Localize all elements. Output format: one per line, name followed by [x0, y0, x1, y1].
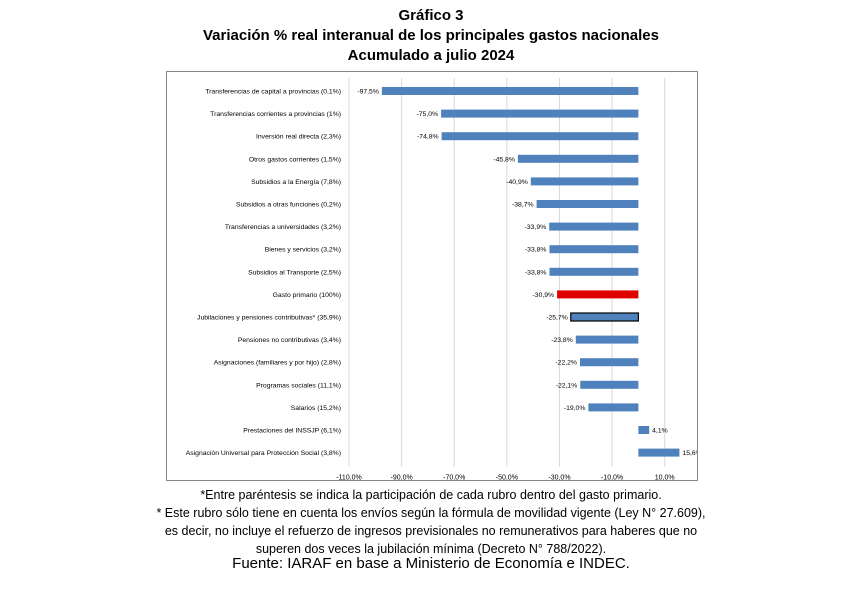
data-label: -40,9%: [506, 179, 528, 186]
data-label: -33,8%: [525, 269, 547, 276]
data-label: -30,9%: [533, 292, 555, 299]
bar: [530, 177, 639, 186]
bar-chart: -110,0% -90,0% -70,0% -50,0% -30,0% -10,0% 10,…: [186, 78, 697, 480]
bar: [570, 312, 639, 322]
category-label: Subsidios al Transporte (2,5%): [248, 269, 341, 276]
bar: [441, 132, 639, 141]
chart-subtitle: Acumulado a julio 2024: [347, 47, 515, 64]
bar: [579, 358, 639, 367]
x-tick-label: 10,0%: [655, 475, 675, 480]
bar: [638, 448, 680, 457]
footnote-participation: *Entre paréntesis se indica la participa…: [200, 488, 662, 502]
x-tick-label: -110,0%: [336, 475, 362, 480]
data-label: -22,1%: [556, 382, 578, 389]
category-label: Subsidios a la Energía (7,8%): [251, 179, 341, 186]
data-label: 4,1%: [652, 428, 668, 435]
bar: [549, 245, 639, 254]
category-label: Asignaciones (familiares y por hijo) (2,…: [214, 360, 341, 367]
chart-label: Gráfico 3: [398, 7, 464, 24]
x-tick-label: -30,0%: [548, 475, 570, 480]
data-label: -33,8%: [525, 247, 547, 254]
footnote-movilidad: * Este rubro sólo tiene en cuenta los en…: [156, 506, 706, 556]
data-label: -45,8%: [493, 156, 515, 163]
bar: [536, 200, 639, 208]
data-label: -75,0%: [417, 111, 439, 118]
chart-area: -110,0% -90,0% -70,0% -50,0% -30,0% -10,0% 10,…: [166, 71, 698, 481]
category-label: Transferencias corrientes a provincias (…: [210, 111, 341, 118]
x-tick-label: -50,0%: [496, 475, 518, 480]
bar: [381, 87, 639, 95]
category-label: Subsidios a otras funciones (0,2%): [236, 202, 341, 209]
source-note: Fuente: IARAF en base a Ministerio de Ec…: [232, 555, 630, 572]
category-label: Prestaciones del INSSJP (6,1%): [243, 428, 341, 435]
data-label: -22,2%: [555, 360, 577, 367]
bar: [549, 222, 639, 231]
category-label: Inversión real directa (2,3%): [256, 134, 341, 141]
data-label: -33,9%: [525, 224, 547, 231]
bar: [580, 380, 639, 389]
chart-title: Variación % real interanual de los princ…: [202, 27, 659, 44]
bar: [441, 109, 639, 118]
bar: [549, 267, 639, 276]
data-label: -97,5%: [357, 89, 379, 96]
x-tick-label: -70,0%: [443, 475, 465, 480]
data-label: -38,7%: [512, 202, 534, 209]
category-label: Salarios (15,2%): [291, 405, 341, 412]
bar: [557, 290, 639, 299]
x-tick-label: -90,0%: [391, 475, 413, 480]
category-label: Transferencias a universidades (3,2%): [225, 224, 341, 231]
chart-header: Gráfico 3 Variación % real interanual de…: [0, 6, 862, 66]
bar: [575, 335, 639, 344]
data-label: -19,0%: [564, 405, 586, 412]
bar: [517, 154, 639, 163]
category-label: Otros gastos corrientes (1,5%): [249, 156, 341, 163]
data-label: 15,6%: [682, 450, 697, 457]
x-tick-label: -10,0%: [601, 475, 623, 480]
footnotes: *Entre paréntesis se indica la participa…: [0, 486, 862, 558]
bar: [638, 426, 650, 434]
bar: [588, 403, 639, 412]
data-label: -74,8%: [417, 134, 439, 141]
data-label: -23,8%: [551, 337, 573, 344]
data-label: -25,7%: [546, 315, 568, 322]
category-label: Gasto primario (100%): [273, 292, 341, 299]
category-label: Asignación Universal para Protección Soc…: [186, 450, 341, 457]
category-label: Transferencias de capital a provincias (…: [205, 89, 341, 96]
category-label: Pensiones no contributivas (3,4%): [238, 337, 341, 344]
category-label: Bienes y servicios (3,2%): [265, 247, 341, 254]
category-label: Programas sociales (11,1%): [256, 382, 341, 389]
category-label: Jubilaciones y pensiones contributivas* …: [197, 315, 341, 322]
